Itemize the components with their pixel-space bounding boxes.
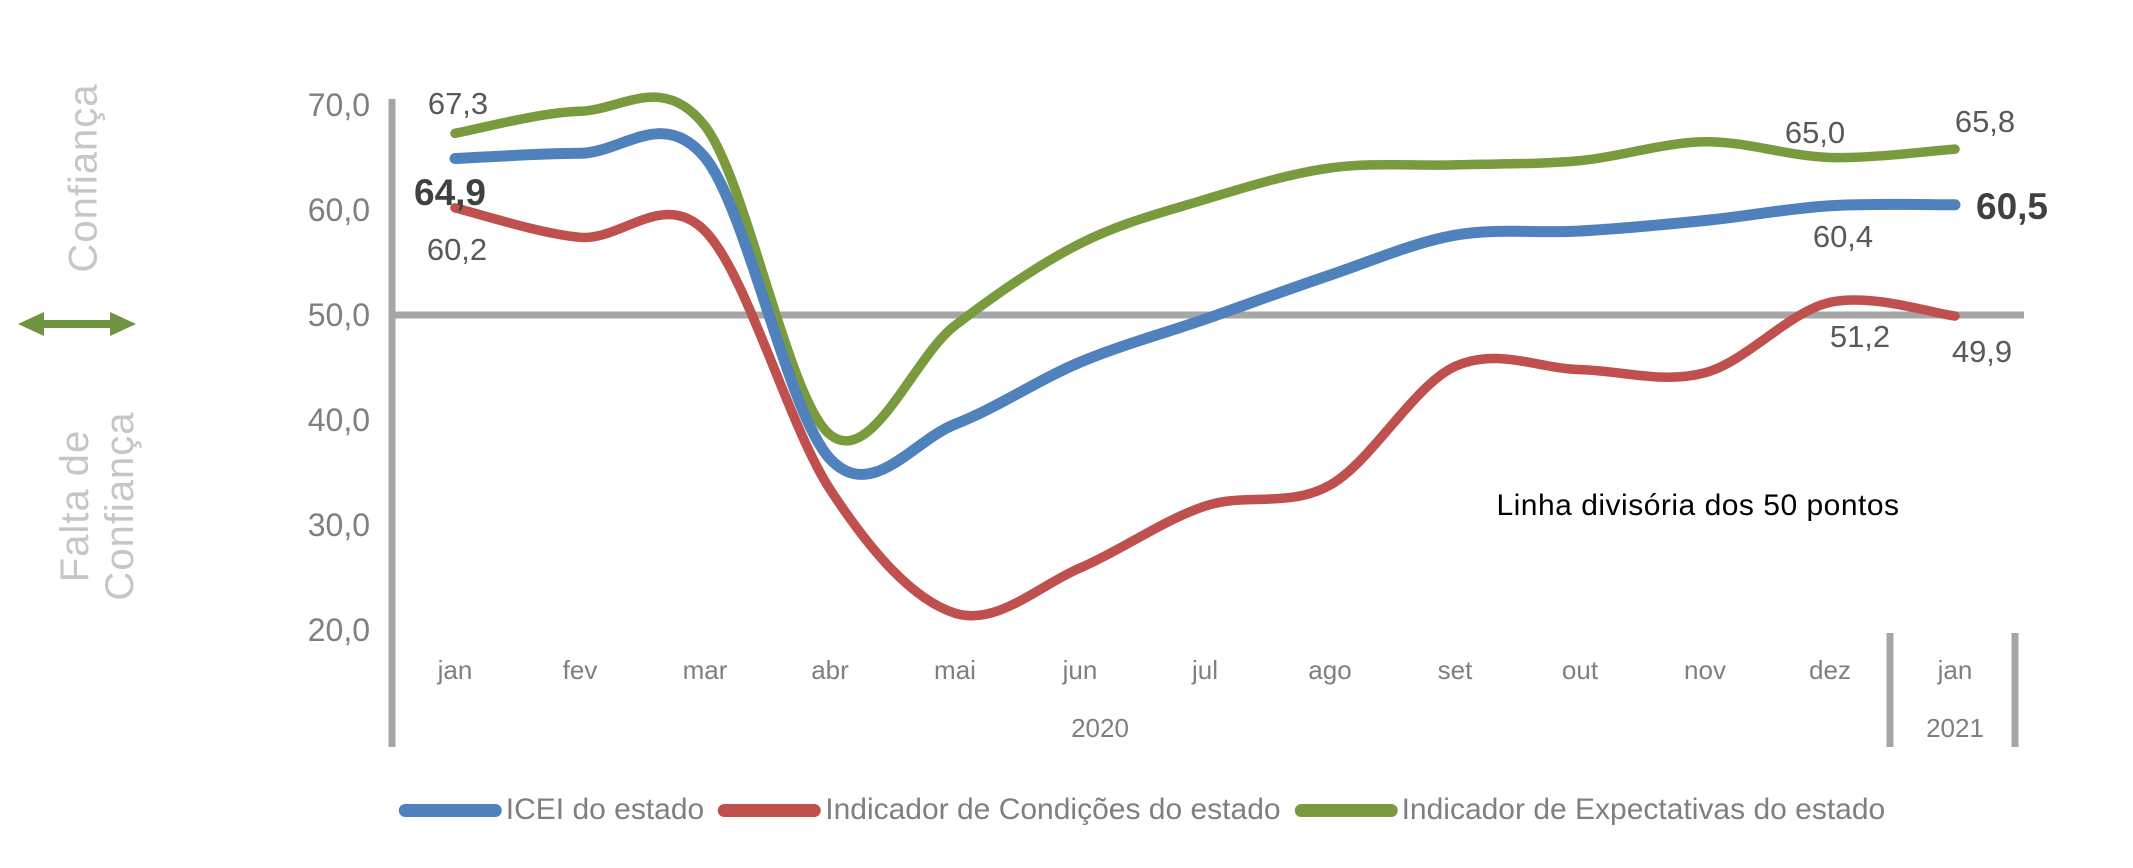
data-label-65,8: 65,8 bbox=[1954, 104, 2016, 139]
x-tick-jul-6: jul bbox=[1191, 655, 1218, 685]
period-separator-right bbox=[2011, 633, 2019, 747]
legend-label: Indicador de Expectativas do estado bbox=[1401, 793, 1886, 826]
data-label-60,5: 60,5 bbox=[1975, 186, 2049, 227]
confidence-direction-arrow-icon bbox=[18, 312, 136, 336]
legend-swatch-icon bbox=[718, 803, 822, 817]
x-tick-fev-1: fev bbox=[562, 655, 598, 685]
legend-swatch-icon bbox=[1294, 803, 1398, 817]
data-label-64,9: 64,9 bbox=[413, 172, 487, 213]
series-line-2 bbox=[450, 92, 1960, 446]
legend-swatch-icon bbox=[398, 803, 502, 817]
y-tick-40,0: 40,0 bbox=[307, 402, 370, 438]
data-label-60,2: 60,2 bbox=[426, 232, 488, 267]
year-label-2020: 2020 bbox=[1071, 713, 1129, 743]
period-separator-left bbox=[1886, 633, 1894, 747]
series-line-0 bbox=[449, 128, 1961, 480]
x-tick-jun-5: jun bbox=[1062, 655, 1098, 685]
y-tick-70,0: 70,0 bbox=[307, 87, 370, 123]
data-label-67,3: 67,3 bbox=[427, 86, 489, 121]
x-tick-mai-4: mai bbox=[934, 655, 976, 685]
data-label-51,2: 51,2 bbox=[1829, 319, 1891, 354]
legend-item-2: Indicador de Expectativas do estado bbox=[1294, 793, 1886, 827]
data-label-60,4: 60,4 bbox=[1812, 219, 1874, 254]
legend-label: Indicador de Condições do estado bbox=[825, 793, 1281, 826]
reference-line-label: Linha divisória dos 50 pontos bbox=[1496, 489, 1900, 522]
legend-label: ICEI do estado bbox=[505, 793, 705, 826]
x-tick-set-8: set bbox=[1437, 655, 1473, 685]
x-tick-out-9: out bbox=[1561, 655, 1599, 685]
x-tick-nov-10: nov bbox=[1684, 655, 1726, 685]
y-tick-20,0: 20,0 bbox=[307, 612, 370, 648]
x-tick-jan-0: jan bbox=[437, 655, 473, 685]
series-line-1 bbox=[450, 203, 1960, 621]
x-tick-abr-3: abr bbox=[811, 655, 849, 685]
y-tick-30,0: 30,0 bbox=[307, 507, 370, 543]
y-tick-50,0: 50,0 bbox=[307, 297, 370, 333]
x-tick-dez-11: dez bbox=[1809, 655, 1851, 685]
x-tick-mar-2: mar bbox=[682, 655, 728, 685]
y-tick-60,0: 60,0 bbox=[307, 192, 370, 228]
legend-item-0: ICEI do estado bbox=[398, 793, 705, 827]
x-tick-jan-12: jan bbox=[1937, 655, 1973, 685]
data-label-65,0: 65,0 bbox=[1784, 115, 1846, 150]
year-label-2021: 2021 bbox=[1926, 713, 1984, 743]
x-tick-ago-7: ago bbox=[1308, 655, 1352, 685]
chart-legend: ICEI do estado Indicador de Condições do … bbox=[398, 793, 1886, 827]
y-axis-line bbox=[388, 99, 396, 747]
legend-item-1: Indicador de Condições do estado bbox=[718, 793, 1281, 827]
data-label-49,9: 49,9 bbox=[1951, 334, 2013, 369]
